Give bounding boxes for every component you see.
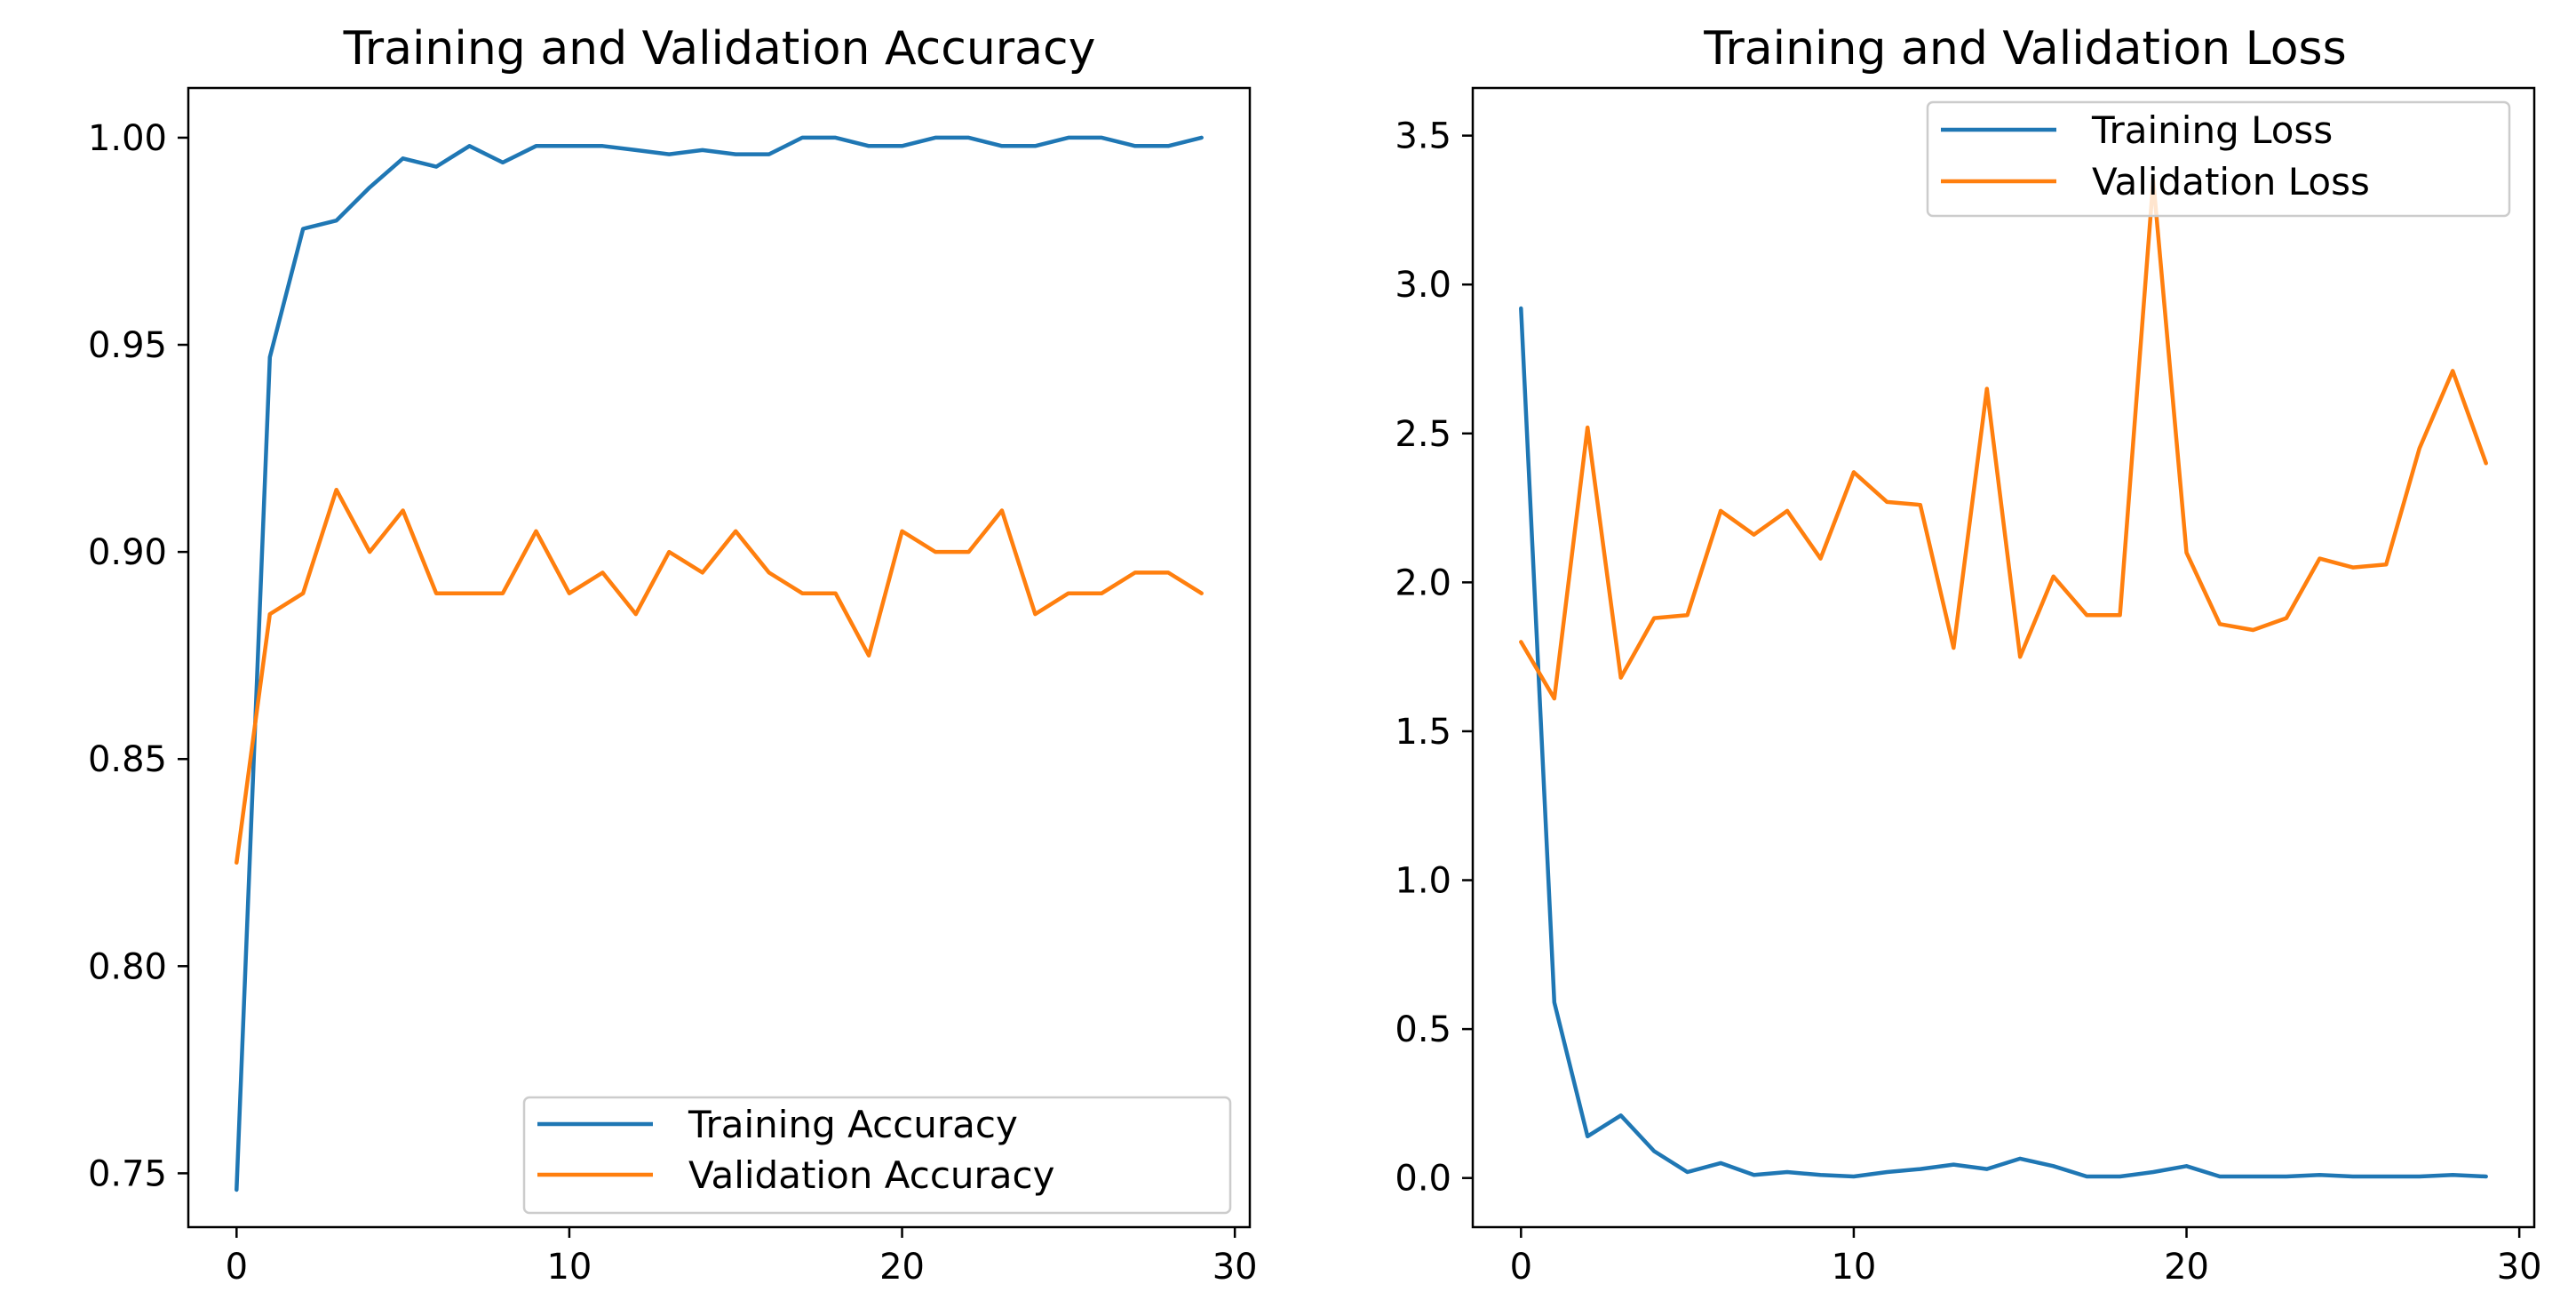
loss-ytick-label: 1.0 bbox=[1395, 861, 1451, 902]
accuracy-xtick-label: 10 bbox=[546, 1247, 592, 1288]
accuracy-axes-frame bbox=[187, 86, 1252, 1229]
loss-axes-frame bbox=[1471, 86, 2536, 1229]
accuracy-xtick-label: 0 bbox=[226, 1247, 248, 1288]
accuracy-chart: Training and Validation Accuracy 0.75 0.8… bbox=[88, 22, 1258, 1288]
series-line-validation-loss bbox=[1519, 178, 2488, 701]
accuracy-xtick-label: 30 bbox=[1212, 1247, 1258, 1288]
loss-ticks: 0.0 0.5 1.0 1.5 2.0 2.5 3.0 3.5 0 10 20 30 bbox=[1395, 116, 2541, 1288]
loss-ytick-label: 0.5 bbox=[1395, 1009, 1451, 1050]
loss-ytick-label: 2.0 bbox=[1395, 562, 1451, 603]
loss-ytick-label: 0.0 bbox=[1395, 1159, 1451, 1200]
legend-label-training-accuracy: Training Accuracy bbox=[688, 1103, 1018, 1146]
loss-series-lines bbox=[1519, 178, 2488, 1179]
loss-xtick-label: 0 bbox=[1510, 1247, 1532, 1288]
accuracy-legend-box bbox=[522, 1096, 1232, 1215]
loss-xtick-label: 20 bbox=[2164, 1247, 2209, 1288]
accuracy-legend: Training Accuracy Validation Accuracy bbox=[522, 1096, 1232, 1215]
loss-ytick-label: 2.5 bbox=[1395, 414, 1451, 455]
loss-ytick-label: 1.5 bbox=[1395, 712, 1451, 753]
series-line-validation-accuracy bbox=[235, 487, 1204, 865]
legend-label-validation-loss: Validation Loss bbox=[2092, 160, 2370, 203]
accuracy-ytick-label: 0.95 bbox=[88, 325, 167, 366]
loss-chart-title: Training and Validation Loss bbox=[1703, 22, 2346, 76]
accuracy-ytick-label: 0.80 bbox=[88, 946, 167, 987]
loss-xtick-label: 10 bbox=[1831, 1247, 1876, 1288]
accuracy-xtick-label: 20 bbox=[879, 1247, 925, 1288]
series-line-training-accuracy bbox=[235, 135, 1204, 1192]
legend-label-training-loss: Training Loss bbox=[2091, 108, 2333, 152]
loss-chart: Training and Validation Loss 0.0 0.5 1.0 1.… bbox=[1395, 22, 2541, 1288]
loss-legend-box bbox=[1926, 100, 2511, 218]
loss-ytick-label: 3.5 bbox=[1395, 116, 1451, 157]
accuracy-ticks: 0.75 0.80 0.85 0.90 0.95 1.00 0 10 20 30 bbox=[88, 118, 1258, 1288]
loss-ytick-label: 3.0 bbox=[1395, 265, 1451, 306]
accuracy-ytick-label: 0.85 bbox=[88, 739, 167, 780]
accuracy-ytick-label: 1.00 bbox=[88, 118, 167, 159]
accuracy-ytick-label: 0.75 bbox=[88, 1153, 167, 1194]
accuracy-chart-title: Training and Validation Accuracy bbox=[343, 22, 1096, 76]
loss-legend: Training Loss Validation Loss bbox=[1926, 100, 2511, 218]
loss-xtick-label: 30 bbox=[2497, 1247, 2542, 1288]
accuracy-series-lines bbox=[235, 135, 1204, 1192]
legend-label-validation-accuracy: Validation Accuracy bbox=[688, 1153, 1055, 1197]
series-line-training-loss bbox=[1519, 306, 2488, 1179]
accuracy-ytick-label: 0.90 bbox=[88, 532, 167, 573]
